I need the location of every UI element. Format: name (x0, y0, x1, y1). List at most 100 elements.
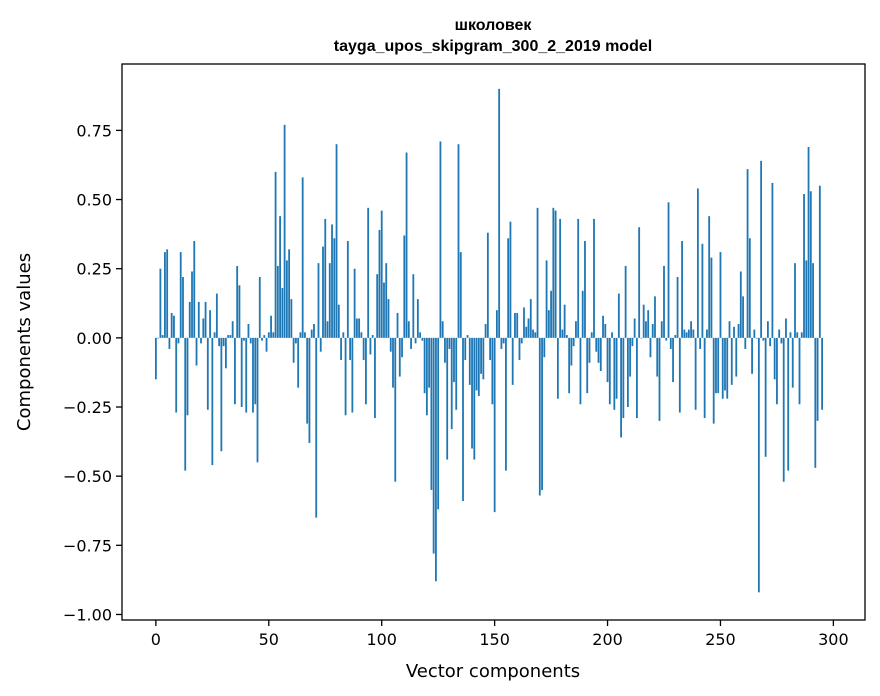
bar (687, 329, 690, 338)
bar (220, 337, 223, 452)
bar (563, 304, 566, 338)
bar (629, 337, 632, 377)
bar (202, 318, 205, 338)
bar (721, 337, 724, 399)
bar (608, 337, 611, 405)
bar (335, 144, 338, 338)
bar (674, 335, 677, 338)
bar (319, 337, 322, 352)
bar (706, 329, 708, 338)
bar (541, 337, 543, 490)
bar (265, 337, 268, 352)
bar (640, 337, 643, 339)
bar (645, 321, 647, 338)
bar (782, 337, 785, 482)
bar (703, 337, 706, 419)
bar (346, 241, 349, 338)
bar (620, 337, 622, 438)
bar (602, 315, 604, 338)
bar (161, 335, 164, 338)
bar (715, 337, 717, 394)
bar (425, 337, 428, 416)
bar (195, 337, 198, 366)
bar (193, 241, 196, 338)
bar (534, 332, 537, 338)
bar (606, 337, 609, 383)
bar (794, 263, 796, 338)
bar (430, 337, 433, 490)
bar (669, 337, 672, 349)
bar (432, 337, 435, 554)
bar (428, 337, 431, 388)
bar (267, 332, 270, 338)
bar (324, 218, 327, 338)
bar (344, 337, 347, 416)
bar (204, 301, 207, 338)
bar (247, 324, 250, 338)
bar (572, 337, 575, 347)
bar (480, 337, 482, 374)
bar (392, 337, 394, 388)
bar (254, 337, 257, 405)
bar (439, 141, 442, 338)
bar (486, 232, 489, 338)
bar (771, 182, 774, 338)
bar (200, 337, 202, 344)
bar (511, 337, 514, 385)
bar (297, 337, 300, 388)
bar (663, 265, 665, 338)
bar (270, 315, 272, 338)
bar (538, 337, 541, 496)
bar (787, 337, 790, 471)
bar (154, 337, 157, 380)
bar (444, 337, 446, 363)
bar (649, 337, 652, 358)
bar (340, 337, 342, 360)
bar (543, 337, 546, 358)
bar (529, 299, 532, 338)
bar (755, 337, 758, 339)
bar (814, 337, 817, 468)
bar (744, 337, 747, 349)
bar (407, 321, 410, 338)
bar (559, 218, 562, 338)
bar (712, 337, 715, 424)
bar (748, 238, 751, 338)
bar (186, 337, 189, 416)
bar (471, 337, 473, 449)
bar (173, 315, 175, 338)
bar (387, 299, 390, 338)
bar (231, 321, 234, 338)
bar (342, 332, 345, 338)
bar (365, 337, 367, 405)
bar (459, 252, 462, 338)
bar (376, 274, 379, 338)
bar (389, 337, 392, 352)
bar (258, 277, 261, 338)
bar (283, 124, 286, 338)
bar (236, 265, 239, 338)
bar (351, 337, 354, 413)
bar (694, 337, 697, 410)
bar (809, 191, 812, 338)
bar (243, 337, 245, 341)
bar (633, 318, 636, 338)
bar (263, 335, 266, 338)
bar (556, 337, 559, 399)
bar (164, 252, 166, 338)
bar (769, 337, 772, 347)
bar (328, 263, 331, 338)
y-tick-label: −0.50 (63, 467, 112, 486)
bar (753, 329, 756, 338)
bar (590, 332, 593, 338)
x-axis-ticks: 0 50 100 150 200 250 300 (151, 620, 849, 649)
bar (597, 337, 600, 363)
bar (294, 337, 297, 344)
bar (554, 210, 557, 338)
bar (475, 337, 478, 391)
y-axis-label: Components values (14, 253, 35, 431)
bar (292, 337, 295, 363)
bar (457, 144, 460, 338)
bar (552, 207, 555, 338)
bar (667, 202, 670, 338)
